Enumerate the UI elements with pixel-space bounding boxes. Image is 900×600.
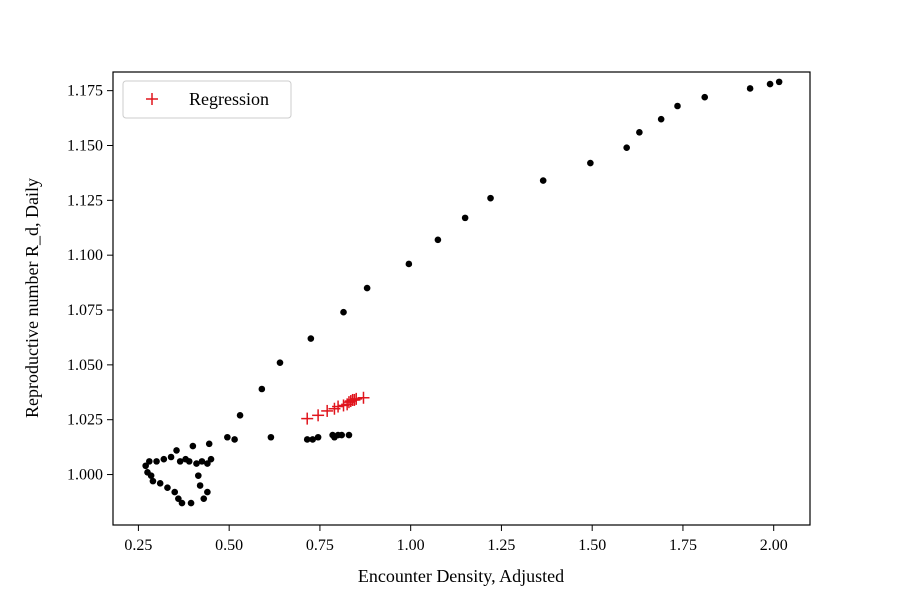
data-point: [207, 455, 215, 463]
plot-frame: [112, 71, 811, 526]
x-axis-ticks: 0.25 0.50 0.75 1.00 1.25 1.50 1.75 2.00: [124, 525, 788, 554]
data-point: [156, 480, 164, 487]
x-tick-label: 1.00: [397, 537, 425, 554]
regression-point: [321, 404, 334, 417]
y-tick-label: 1.150: [67, 137, 103, 154]
data-points: [142, 78, 783, 507]
data-point: [363, 284, 371, 292]
data-point: [173, 447, 180, 454]
regression-point: [350, 392, 363, 405]
data-point: [434, 236, 442, 244]
data-point: [701, 93, 709, 101]
y-tick-label: 1.025: [67, 412, 103, 429]
data-point: [314, 433, 322, 441]
regression-point: [332, 400, 345, 413]
data-point: [338, 431, 346, 439]
data-point: [205, 440, 213, 448]
y-tick-label: 1.000: [67, 467, 103, 484]
data-point: [175, 495, 182, 502]
data-point: [766, 80, 774, 88]
data-point: [236, 412, 244, 419]
regression-point: [301, 412, 314, 425]
data-point: [196, 482, 204, 489]
data-point: [193, 460, 200, 467]
legend-box: [122, 80, 292, 119]
regression-point: [348, 393, 361, 406]
data-point: [307, 335, 315, 342]
data-point: [189, 442, 197, 450]
data-point: [149, 477, 157, 485]
data-point: [142, 462, 149, 470]
data-point: [405, 260, 413, 268]
data-point: [167, 453, 175, 461]
data-point: [195, 472, 202, 479]
x-tick-label: 1.75: [669, 537, 697, 554]
x-tick-label: 0.50: [215, 537, 243, 554]
data-point: [200, 495, 208, 502]
data-point: [775, 78, 783, 86]
data-point: [587, 159, 594, 167]
data-point: [187, 499, 195, 507]
data-point: [231, 436, 238, 443]
data-point: [153, 458, 160, 465]
data-point: [176, 458, 184, 465]
data-point: [303, 436, 311, 443]
x-tick-label: 2.00: [760, 537, 788, 554]
data-point: [657, 115, 665, 123]
regression-point: [357, 391, 370, 404]
data-point: [674, 102, 681, 110]
data-point: [345, 431, 353, 439]
data-point: [164, 484, 171, 492]
y-tick-label: 1.125: [67, 192, 103, 209]
data-point: [185, 458, 193, 465]
y-tick-label: 1.100: [67, 247, 103, 264]
y-tick-label: 1.175: [67, 83, 103, 100]
data-point: [267, 433, 275, 441]
x-axis-label: Encounter Density, Adjusted: [358, 566, 564, 586]
legend-regression-marker: [146, 93, 158, 105]
x-tick-label: 0.75: [306, 537, 334, 554]
data-point: [224, 433, 231, 441]
data-point: [461, 214, 469, 222]
data-point: [746, 85, 754, 92]
plot-area: [113, 72, 810, 525]
x-tick-label: 1.50: [578, 537, 606, 554]
legend-regression-label: Regression: [189, 89, 269, 109]
legend: Regression: [122, 80, 292, 119]
data-point: [539, 177, 547, 184]
data-point: [309, 436, 316, 443]
data-point: [171, 488, 179, 496]
y-tick-label: 1.050: [67, 357, 103, 374]
data-point: [340, 308, 347, 316]
regression-point: [312, 409, 325, 422]
data-point: [160, 455, 168, 463]
data-point: [276, 359, 284, 366]
data-point: [204, 488, 211, 496]
data-point: [636, 129, 643, 136]
data-point: [204, 460, 211, 467]
x-tick-label: 0.25: [124, 537, 152, 554]
data-point: [178, 499, 186, 507]
x-tick-label: 1.25: [487, 537, 515, 554]
y-axis-ticks: 1.000 1.025 1.050 1.075 1.100 1.125 1.150 1.175: [67, 83, 113, 484]
data-point: [258, 385, 266, 393]
y-tick-label: 1.075: [67, 302, 103, 319]
data-point: [146, 458, 153, 465]
data-point: [487, 194, 494, 202]
data-point: [623, 144, 630, 151]
data-point: [147, 472, 155, 479]
y-axis-label: Reproductive number R_d, Daily: [22, 178, 42, 418]
data-point: [198, 458, 206, 465]
